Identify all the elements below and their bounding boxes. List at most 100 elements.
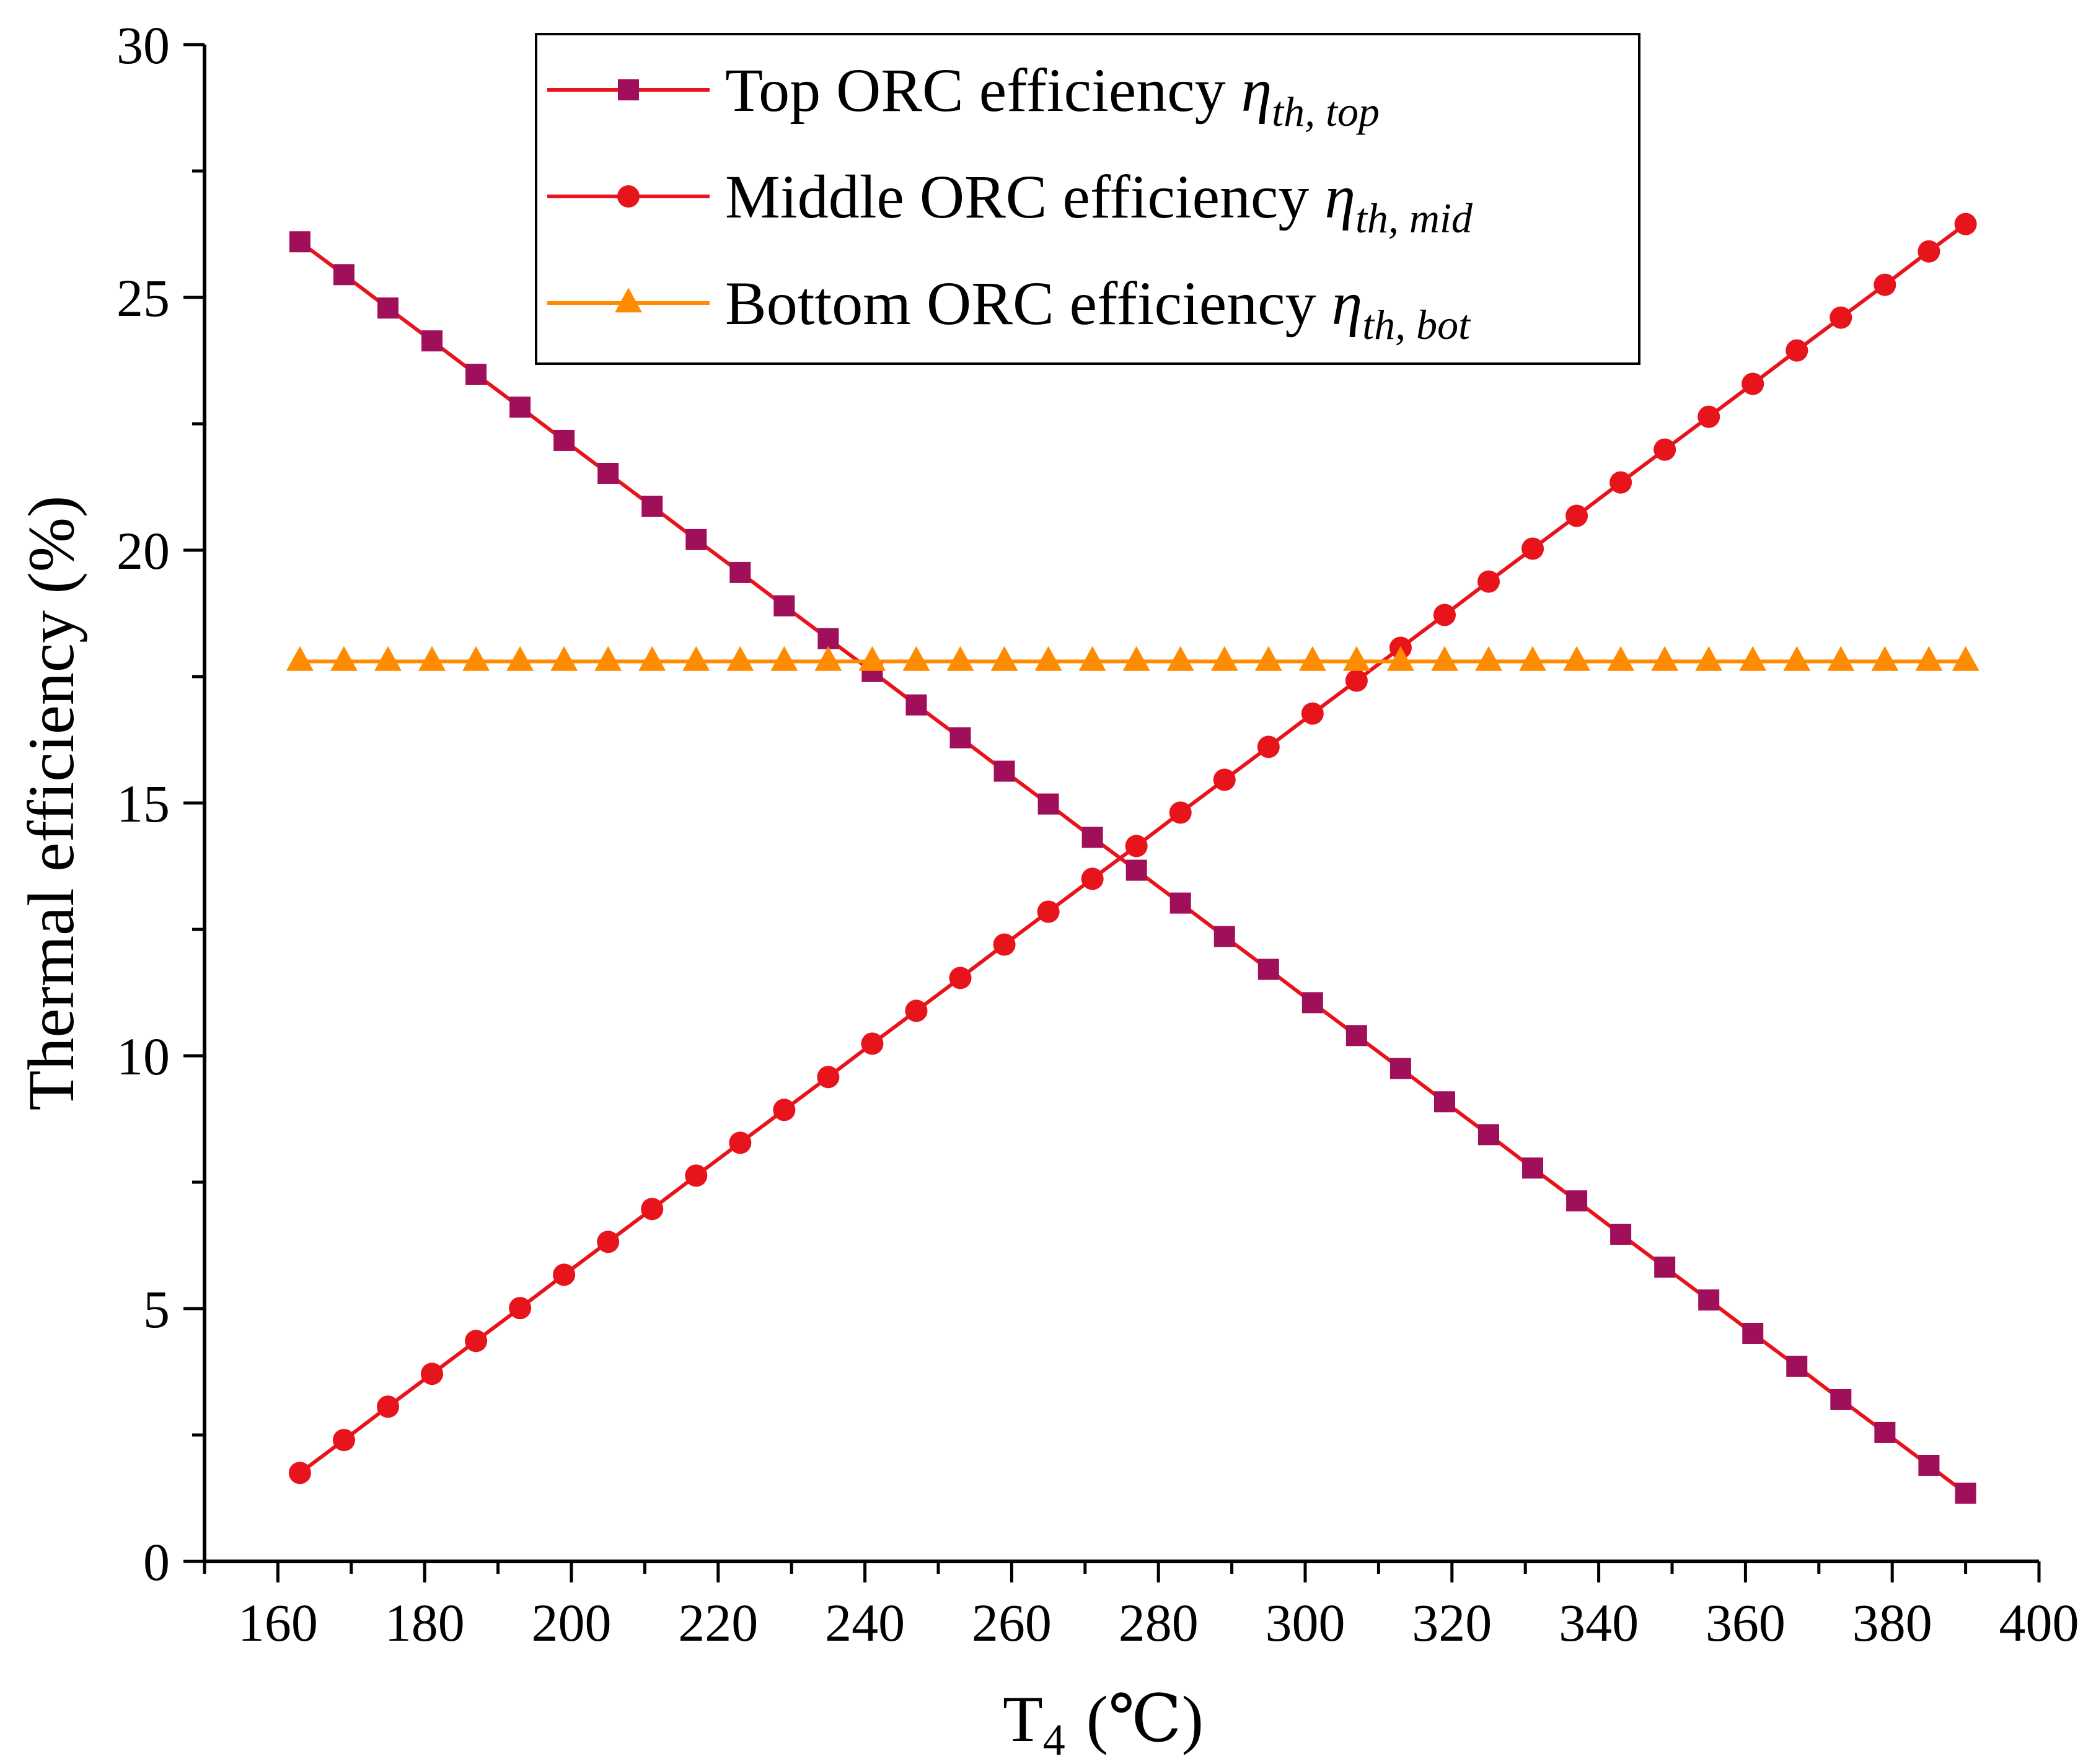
data-point [1563,646,1591,671]
data-point [1742,372,1764,395]
data-point [550,646,578,671]
y-tick-label: 0 [143,1532,170,1592]
data-point [1345,669,1368,692]
data-point [729,561,751,583]
data-point [1827,646,1855,671]
data-point [553,1263,576,1286]
data-point [905,694,927,716]
data-point [1037,900,1060,923]
data-point [553,429,575,451]
legend-marker [617,185,640,208]
x-tick-label: 400 [1999,1593,2079,1652]
series-circle [288,213,1977,1485]
series-triangle [286,646,1979,671]
x-tick-label: 240 [825,1593,905,1652]
data-point [817,1066,840,1089]
data-point [465,364,487,385]
data-point [597,1231,620,1253]
data-point [286,646,314,671]
data-point [1565,504,1588,527]
y-axis-title-group: Thermal efficiency (%) [15,496,87,1111]
data-point [1786,1356,1808,1377]
data-point [289,231,310,253]
y-tick-label: 25 [117,268,170,328]
y-tick-label: 30 [117,15,170,75]
data-point [1654,1257,1676,1278]
data-point [685,1164,708,1187]
data-point [509,1297,532,1320]
data-point [1918,240,1940,263]
data-point [1786,339,1808,362]
data-point [333,264,354,286]
y-tick-label: 15 [117,774,170,833]
data-point [1430,646,1458,671]
data-point [1213,768,1236,791]
data-point [1257,735,1280,758]
data-point [1122,646,1150,671]
data-point [1830,1389,1852,1410]
data-point [773,1099,796,1121]
data-point [1386,646,1414,671]
y-axis-title: Thermal efficiency (%) [15,496,87,1111]
data-point [993,760,1015,782]
x-tick-label: 160 [238,1593,318,1652]
data-point [1254,646,1282,671]
data-point [1955,1482,1976,1504]
data-point [1522,1157,1544,1179]
data-point [332,1429,355,1452]
data-point [949,967,972,990]
data-point [1874,1421,1896,1443]
data-point [1125,835,1148,858]
y-tick-label: 20 [117,521,170,581]
data-point [1081,827,1103,848]
x-tick-label: 360 [1706,1593,1786,1652]
data-point [1697,405,1720,428]
data-point [641,1198,664,1221]
x-tick-label: 200 [532,1593,612,1652]
x-tick-label: 180 [385,1593,465,1652]
series-square [289,231,1976,1504]
x-tick-label: 280 [1119,1593,1199,1652]
data-point [1034,646,1062,671]
data-point [1739,646,1767,671]
data-point [1301,992,1323,1014]
data-point [374,646,402,671]
data-point [421,1362,444,1385]
data-point [377,297,399,319]
data-point [288,1462,311,1485]
data-point [1830,306,1852,329]
data-point [1478,1124,1499,1146]
legend-item-triangle: Bottom ORC efficiency ηth, bot [547,269,1471,348]
data-point [1653,438,1676,461]
data-point [1433,603,1456,626]
legend-marker [618,79,639,100]
legend-label: Top ORC efficiency ηth, top [725,56,1380,135]
data-point [990,646,1018,671]
data-point [509,397,531,418]
x-tick-label: 380 [1852,1593,1932,1652]
data-point [814,646,842,671]
data-point [638,646,666,671]
data-point [1695,646,1723,671]
data-point [682,646,710,671]
data-point [1213,926,1235,947]
data-point [1610,1224,1632,1245]
data-point [1871,646,1899,671]
x-tick-label: 260 [972,1593,1052,1652]
data-point [946,646,974,671]
axes-layer: 160 180 200 220 240 260 280 300 320 340 360 380 400 0… [15,15,2079,1764]
data-point [594,646,622,671]
data-point [1698,1289,1720,1311]
legend-item-square: Top ORC efficiency ηth, top [547,56,1380,135]
data-point [861,1032,884,1055]
legend-label: Middle ORC efficiency ηth, mid [725,162,1473,242]
data-point [1874,273,1896,296]
data-point [905,999,928,1022]
data-point [330,646,358,671]
data-point [1125,859,1147,881]
data-point [1037,793,1059,815]
data-point [817,628,839,649]
data-point [506,646,534,671]
data-point [773,595,795,617]
